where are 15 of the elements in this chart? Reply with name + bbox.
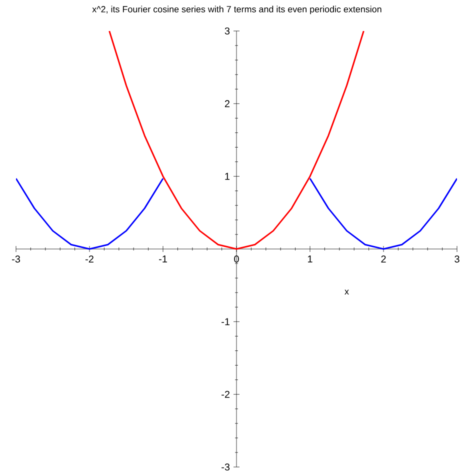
- x-tick-label: -2: [86, 256, 94, 262]
- x-tick-label: 1: [308, 256, 312, 262]
- y-tick-label: -3: [222, 463, 230, 471]
- y-tick-label: 1: [225, 172, 230, 180]
- y-tick-label: 2: [224, 100, 230, 108]
- x-tick-label: 3: [454, 256, 460, 263]
- y-tick-label: -1: [222, 318, 230, 326]
- x-tick-label: -3: [12, 256, 20, 263]
- chart-title: x^2, its Fourier cosine series with 7 terms and its even periodic extension: [92, 6, 382, 14]
- x-tick-label: 0: [234, 256, 239, 263]
- y-tick-label: 3: [224, 27, 230, 35]
- x-tick-label: 2: [381, 256, 386, 262]
- x-axis-title: x: [344, 290, 349, 295]
- x-tick-label: -1: [159, 256, 167, 262]
- y-tick-label: -2: [222, 390, 230, 398]
